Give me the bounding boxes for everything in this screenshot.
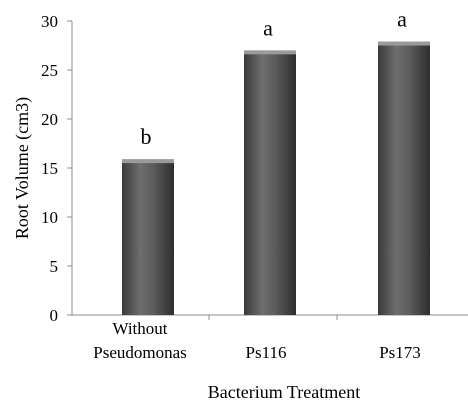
bars: b a a [122, 7, 430, 316]
x-tick-labels: Without Pseudomonas Ps116 Ps173 [93, 319, 421, 362]
x-tick-label: Ps173 [379, 343, 421, 362]
bar-top [122, 159, 174, 164]
significance-label: a [263, 15, 273, 40]
bar [378, 44, 430, 316]
bar-top [378, 41, 430, 46]
x-tick-label: Ps116 [246, 343, 287, 362]
x-tick-label: Without [112, 319, 167, 338]
bar [244, 53, 296, 316]
significance-label: b [141, 124, 152, 149]
x-axis-title: Bacterium Treatment [208, 382, 360, 402]
y-tick-label: 10 [41, 208, 58, 227]
y-axis: 0 5 10 15 20 25 30 [41, 12, 73, 325]
bar-group: a [378, 7, 430, 316]
y-axis-title: Root Volume (cm3) [12, 97, 33, 239]
bar-top [244, 50, 296, 55]
bar-group: b [122, 124, 174, 315]
x-tick-label: Pseudomonas [93, 343, 187, 362]
y-tick-label: 30 [41, 12, 58, 31]
bar-group: a [244, 15, 296, 316]
y-tick-label: 0 [50, 306, 59, 325]
bar [122, 162, 174, 315]
y-tick-label: 20 [41, 110, 58, 129]
y-tick-label: 5 [50, 257, 59, 276]
y-tick-label: 25 [41, 61, 58, 80]
y-tick-label: 15 [41, 159, 58, 178]
significance-label: a [397, 7, 407, 32]
